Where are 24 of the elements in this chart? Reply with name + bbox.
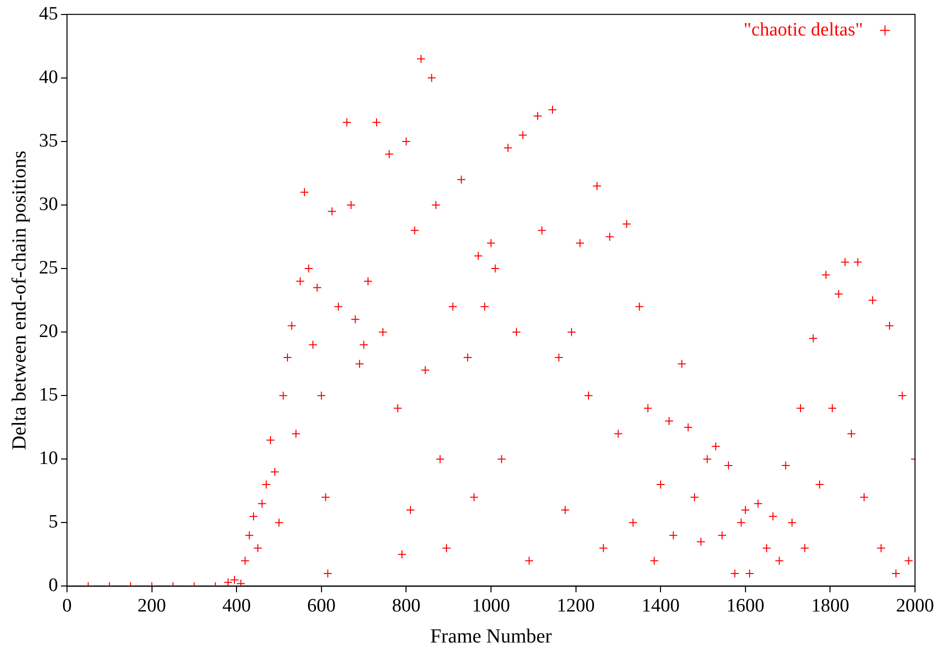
y-tick-label: 40 <box>39 66 58 88</box>
x-tick-label: 1000 <box>472 596 510 617</box>
x-tick-label: 0 <box>62 596 72 617</box>
y-tick-label: 25 <box>39 258 58 279</box>
y-tick-label: 5 <box>48 512 58 533</box>
x-tick-label: 1400 <box>642 596 680 617</box>
x-tick-label: 1800 <box>811 596 850 617</box>
x-tick-label: 800 <box>392 596 420 617</box>
y-tick-label: 10 <box>39 448 58 470</box>
y-tick-label: 15 <box>39 384 58 406</box>
legend-label: "chaotic deltas" <box>744 19 863 40</box>
y-tick-label: 45 <box>39 3 58 24</box>
y-tick-label: 0 <box>48 575 58 596</box>
x-tick-label: 200 <box>138 596 166 617</box>
x-tick-label: 1200 <box>556 596 595 617</box>
x-tick-label: 400 <box>222 596 251 617</box>
x-axis-title: Frame Number <box>430 625 552 648</box>
y-axis-title: Delta between end-of-chain positions <box>8 150 30 450</box>
x-tick-label: 2000 <box>896 596 934 617</box>
x-tick-label: 600 <box>307 596 336 617</box>
y-tick-label: 30 <box>39 194 58 215</box>
y-tick-label: 20 <box>39 321 58 342</box>
x-tick-label: 1600 <box>726 596 764 617</box>
y-tick-label: 35 <box>39 130 58 152</box>
